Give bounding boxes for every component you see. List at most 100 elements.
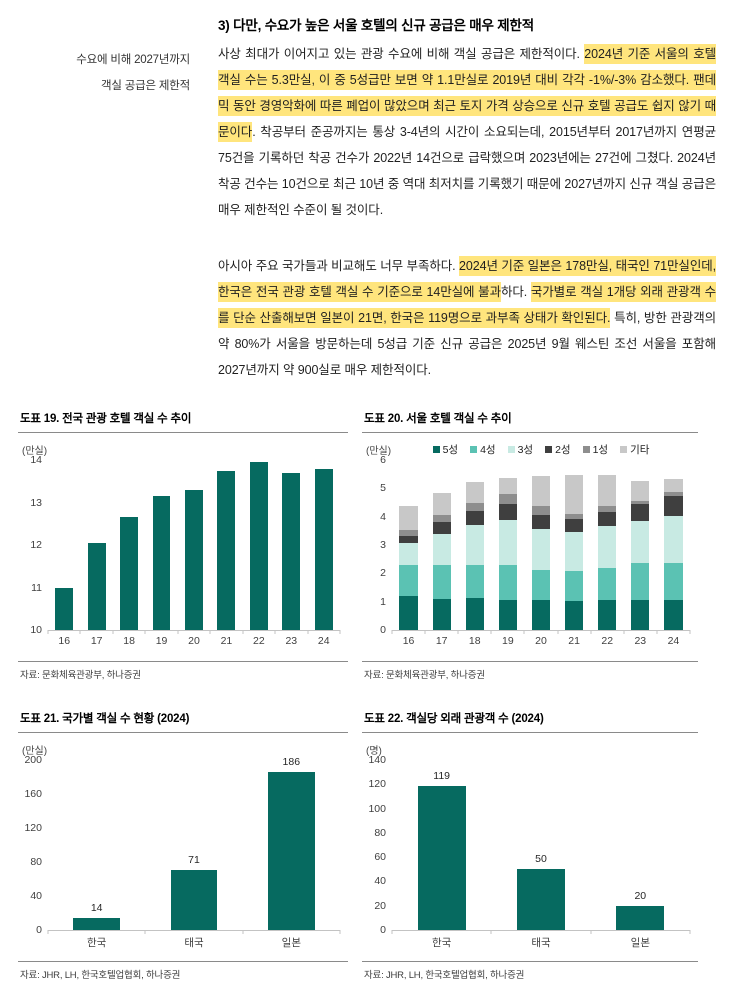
bar-segment [598,511,617,526]
bar-segment [598,525,617,568]
bar-segment [631,520,650,564]
axis-tick [391,630,393,634]
paragraph: 사상 최대가 이어지고 있는 관광 수요에 비해 객실 공급은 제한적이다. 2… [218,41,716,223]
y-tick-label: 12 [30,539,42,551]
stacked-bar [598,475,617,630]
axis-tick [424,630,426,634]
stacked-bar [465,481,484,630]
bar [217,470,236,630]
bar-segment [432,533,451,565]
legend-swatch [545,446,553,453]
bar-segment [531,506,551,515]
bar-segment [565,518,584,533]
x-tick-label: 태국 [531,937,551,949]
bar-segment [565,513,584,519]
axis-tick [557,630,559,634]
bar-segment [631,563,650,601]
y-tick-label: 80 [30,856,42,868]
x-tick-label: 17 [435,635,448,647]
legend-label: 5성 [442,444,459,456]
bar-segment [432,522,451,534]
x-tick-label: 22 [601,635,614,647]
y-tick-label: 120 [24,822,42,834]
axis-tick [144,930,146,934]
chart-canvas-rooms-by-country: (만실) 0 40 80 120 160 200 14 한국 71 태국 186 일본 [18,740,348,956]
bar-segment [498,564,517,600]
bar-cell: 17 [425,460,458,647]
axis-unit-label: (만실) [366,446,392,457]
bar-segment [465,481,484,503]
x-tick-label: 18 [123,635,135,647]
stacked-bar [432,492,451,630]
y-tick-label: 6 [380,454,386,466]
bar [185,489,203,630]
bar-cell: 24 [657,460,690,647]
body-text: 사상 최대가 이어지고 있는 관광 수요에 비해 객실 공급은 제한적이다. [218,47,585,61]
bar-cell: 16 [392,460,425,647]
bar-segment [498,599,517,630]
axis-tick [656,630,658,634]
bar-segment [432,598,451,630]
y-tick-label: 0 [380,924,386,936]
bar-segment [399,596,418,630]
bar-cell: 19 [491,460,524,647]
bar-value-label: 186 [282,755,301,768]
legend-item: 2성 [545,442,571,457]
bar-segment [531,528,551,570]
bar [152,496,171,630]
bar-segment [631,600,650,630]
bar-segment [565,475,584,514]
bar [267,771,315,930]
y-tick-label: 2 [380,567,386,580]
paragraph: 아시아 주요 국가들과 비교해도 너무 부족하다. 2024년 기준 일본은 1… [218,253,716,383]
plot-area: 119 한국 50 태국 20 일본 [391,760,691,949]
bar-segment [565,532,584,572]
legend-swatch [582,446,590,453]
x-tick-label: 태국 [184,937,204,949]
axis-tick [79,630,81,634]
bar-value-label: 119 [433,769,451,782]
x-tick-label: 16 [58,635,71,647]
y-tick-label: 40 [374,875,386,888]
y-tick-label: 100 [368,802,386,815]
y-tick-label: 13 [30,496,42,509]
legend-item: 1성 [582,442,609,457]
y-tick-label: 14 [30,454,42,466]
bar-segment [399,530,418,536]
stacked-bar [631,481,650,630]
legend-swatch [470,446,478,453]
legend-label: 1성 [592,444,609,456]
stacked-bar [399,505,418,630]
y-tick-label: 3 [380,539,386,551]
margin-note-line: 객실 공급은 제한적 [100,80,190,92]
bar-cell: 119 한국 [392,760,491,949]
y-tick-label: 200 [24,754,42,766]
axis-tick [47,930,49,934]
chart-source: 자료: 문화체육관광부, 하나증권 [18,661,348,681]
bar-segment [531,514,551,529]
bar [616,905,665,930]
x-tick-label: 일본 [630,937,650,949]
y-tick-label: 5 [380,482,386,495]
axis-tick [209,630,211,634]
bar-cell: 23 [624,460,657,647]
y-tick-label: 1 [380,595,386,608]
x-tick-label: 16 [402,635,415,647]
bar-cell: 17 [80,460,112,647]
chart-legend: 5성 4성 3성 2성 1성 기타 [392,442,690,457]
bar-cell: 18 [458,460,491,647]
y-tick-label: 11 [31,581,42,594]
legend-swatch [620,446,628,453]
bar-segment [531,600,551,630]
bar-value-label: 71 [188,853,200,866]
bar-cell: 19 [145,460,177,647]
bar-segment [465,598,484,630]
plot-area: 16 17 18 19 20 21 22 23 24 [391,460,691,647]
bar [517,869,565,930]
figure-22-block: 도표 22. 객실당 외래 관광객 수 (2024) (명) 0 20 40 60 80 1… [362,710,698,981]
bar [120,517,138,630]
bar [73,918,121,930]
axis-tick [590,930,592,934]
axis-tick [339,630,341,634]
